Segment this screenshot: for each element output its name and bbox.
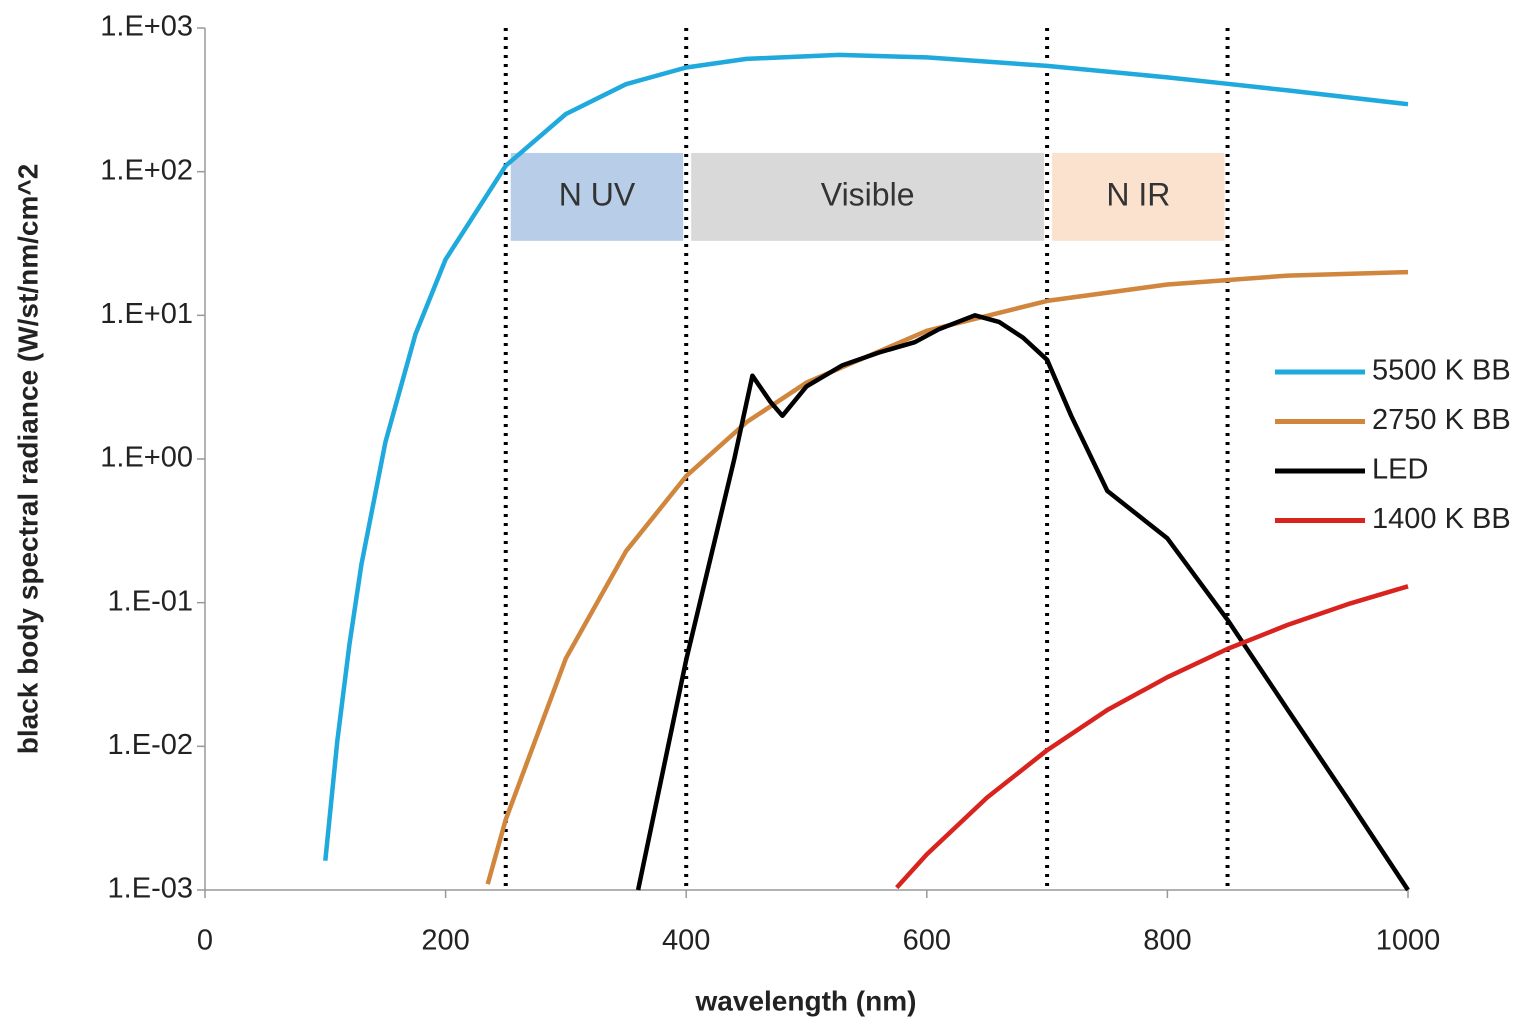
y-tick-label: 1.E+02 — [100, 154, 193, 186]
y-tick-label: 1.E+00 — [100, 442, 193, 474]
y-tick-label: 1.E-01 — [108, 585, 193, 617]
series-line — [895, 584, 1409, 890]
series-line — [485, 269, 1409, 885]
legend-label: 2750 K BB — [1372, 404, 1511, 436]
y-tick-label: 1.E-03 — [108, 873, 193, 905]
y-axis-title: black body spectral radiance (W/st/nm/cm… — [12, 164, 43, 755]
x-tick-label: 800 — [1143, 925, 1191, 957]
region — [510, 152, 684, 241]
x-axis-title: wavelength (nm) — [695, 985, 917, 1016]
x-tick-label: 600 — [903, 925, 951, 957]
region-label: N IR — [1106, 176, 1170, 212]
x-tick-label: 400 — [662, 925, 710, 957]
region-label: N UV — [559, 176, 636, 212]
x-tick-label: 1000 — [1376, 925, 1441, 957]
legend-label: LED — [1372, 454, 1428, 486]
legend-label: 5500 K BB — [1372, 355, 1511, 387]
y-tick-label: 1.E+01 — [100, 298, 193, 330]
region-label: Visible — [821, 176, 915, 212]
y-tick-label: 1.E-02 — [108, 729, 193, 761]
legend-label: 1400 K BB — [1372, 503, 1511, 535]
region — [691, 152, 1045, 241]
series-line — [323, 52, 1409, 861]
x-tick-label: 200 — [421, 925, 469, 957]
y-tick-label: 1.E+03 — [100, 11, 193, 43]
plot-lines — [323, 52, 1410, 892]
series-line — [635, 313, 1410, 892]
x-tick-label: 0 — [197, 925, 213, 957]
region — [1052, 152, 1225, 241]
